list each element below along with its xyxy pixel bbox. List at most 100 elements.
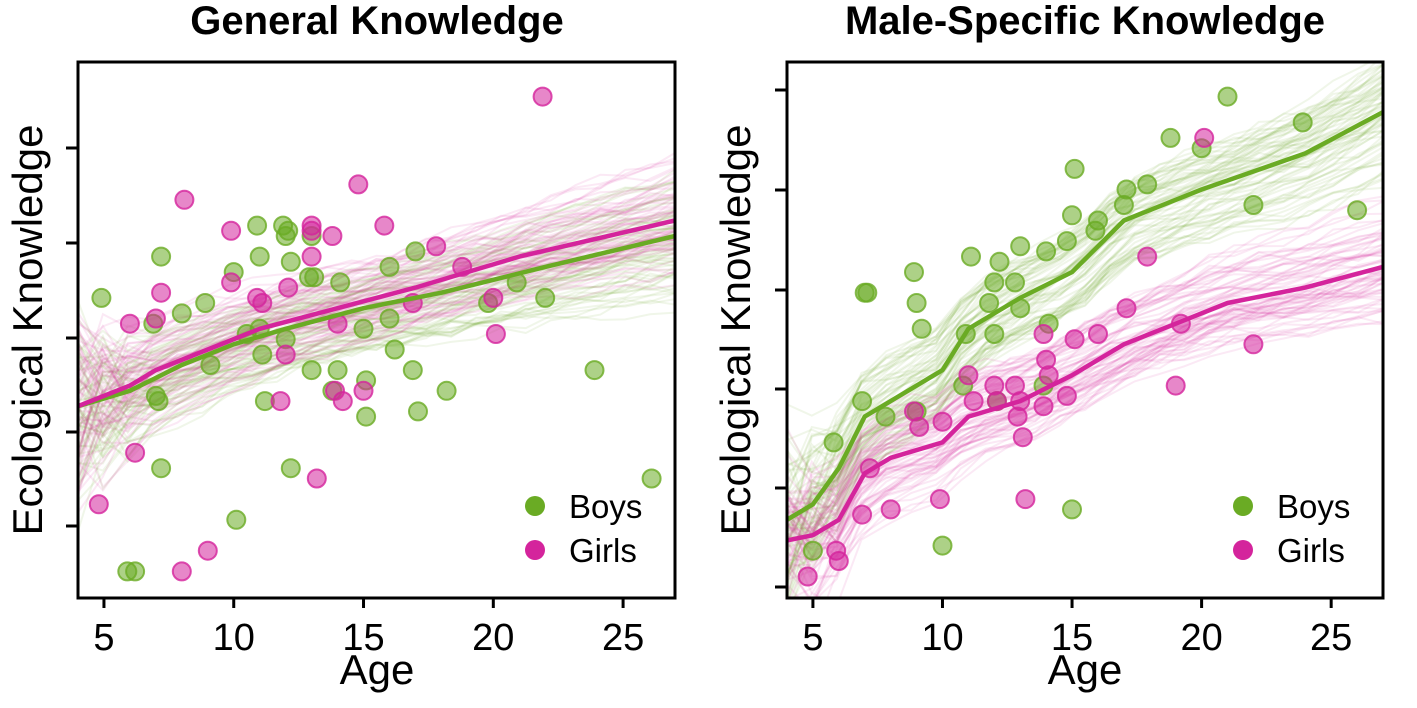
data-point-boys [984, 324, 1005, 344]
data-point-boys [379, 256, 400, 277]
data-point-boys [1005, 272, 1025, 293]
data-point-boys [249, 246, 270, 267]
legend-marker-boys [525, 496, 545, 516]
data-point-boys [275, 226, 296, 246]
panel-2: 5 10 15 20 25 Male-Specific Knowledge Age Ecolo… [712, 0, 1385, 693]
data-point-boys [802, 540, 823, 561]
data-point-boys [148, 391, 169, 412]
data-point-girls [426, 236, 447, 257]
data-point-boys [200, 355, 221, 375]
data-point-boys [906, 293, 927, 313]
plot-area [787, 62, 1383, 598]
data-point-girls [1033, 324, 1054, 344]
panel-1: 5 10 15 20 25 General Knowledge Age Ecological … [4, 0, 677, 693]
data-point-boys [989, 251, 1010, 272]
data-point-girls [958, 365, 979, 386]
data-point-boys [535, 287, 556, 308]
data-point-boys [405, 241, 426, 262]
legend: Boys Girls [1233, 488, 1350, 569]
data-point-boys [961, 246, 981, 267]
data-point-girls [301, 220, 322, 241]
data-point-girls [932, 411, 953, 432]
data-point-boys [1062, 499, 1082, 520]
x-tick-label: 5 [93, 617, 114, 659]
data-point-girls [532, 86, 553, 107]
data-point-girls [1064, 329, 1085, 350]
data-point-boys [1292, 112, 1313, 133]
data-point-boys [1347, 200, 1368, 221]
data-point-girls [171, 561, 192, 582]
data-point-girls [151, 282, 172, 303]
data-point-boys [353, 318, 374, 339]
sample-lines-girls [787, 195, 1383, 598]
data-point-girls [929, 489, 950, 510]
data-point-girls [828, 551, 849, 571]
data-point-boys [252, 344, 273, 365]
data-point-boys [1062, 205, 1082, 226]
data-point-boys [584, 360, 605, 381]
y-axis-label: Ecological Knowledge [712, 125, 759, 536]
data-point-boys [280, 458, 301, 479]
data-point-girls [252, 293, 273, 313]
data-point-boys [1036, 241, 1057, 262]
data-point-girls [374, 215, 395, 236]
data-point-girls [88, 494, 109, 515]
x-tick-label: 15 [342, 617, 384, 659]
legend-marker-girls [525, 540, 545, 560]
data-point-girls [348, 174, 369, 195]
data-point-girls [275, 344, 296, 365]
legend-label-boys: Boys [1277, 488, 1350, 525]
data-point-girls [119, 313, 140, 334]
data-point-boys [1243, 195, 1264, 215]
x-tick-label: 25 [1310, 617, 1352, 659]
data-point-boys [1217, 86, 1238, 107]
data-point-boys [436, 380, 457, 401]
data-point-boys [1160, 127, 1181, 148]
trend-line-girls [787, 264, 1383, 543]
data-point-girls [174, 189, 195, 210]
data-point-girls [197, 540, 218, 561]
data-point-girls [1137, 246, 1158, 267]
x-tick-label: 20 [1180, 617, 1222, 659]
data-point-girls [1015, 489, 1036, 510]
data-point-boys [1010, 236, 1031, 257]
data-point-boys [1064, 158, 1085, 179]
data-point-girls [1165, 375, 1186, 396]
x-tick-label: 10 [921, 617, 963, 659]
legend-label-boys: Boys [569, 488, 642, 525]
data-point-girls [125, 442, 146, 463]
data-point-boys [984, 272, 1005, 293]
data-point-girls [485, 324, 506, 344]
plot-frame [785, 60, 1385, 600]
data-point-girls [306, 468, 327, 489]
data-point-girls [909, 416, 930, 437]
panel-title: General Knowledge [190, 0, 563, 43]
data-point-boys [91, 287, 112, 308]
data-point-boys [226, 509, 247, 530]
data-point-boys [301, 360, 322, 381]
data-point-boys [125, 561, 146, 582]
data-point-boys [1137, 174, 1158, 195]
data-point-boys [304, 267, 325, 288]
y-axis-label: Ecological Knowledge [4, 125, 51, 536]
legend-label-girls: Girls [1277, 532, 1345, 569]
plot-frame [76, 60, 677, 600]
x-tick-label: 25 [602, 617, 644, 659]
data-point-girls [1194, 127, 1215, 148]
data-point-boys [379, 308, 400, 329]
x-tick-label: 20 [472, 617, 514, 659]
panel-title: Male-Specific Knowledge [845, 0, 1325, 43]
x-axis-label: Age [1048, 646, 1123, 693]
data-point-boys [1088, 210, 1108, 231]
trend-line-boys [787, 110, 1383, 522]
legend-marker-girls [1233, 540, 1253, 560]
data-point-girls [301, 246, 322, 267]
points-girls [88, 86, 553, 582]
data-point-girls [278, 277, 299, 298]
data-point-girls [1243, 334, 1264, 355]
data-point-girls [1005, 375, 1025, 396]
data-point-boys [1116, 179, 1137, 200]
data-point-boys [857, 282, 878, 303]
data-point-boys [171, 303, 192, 324]
